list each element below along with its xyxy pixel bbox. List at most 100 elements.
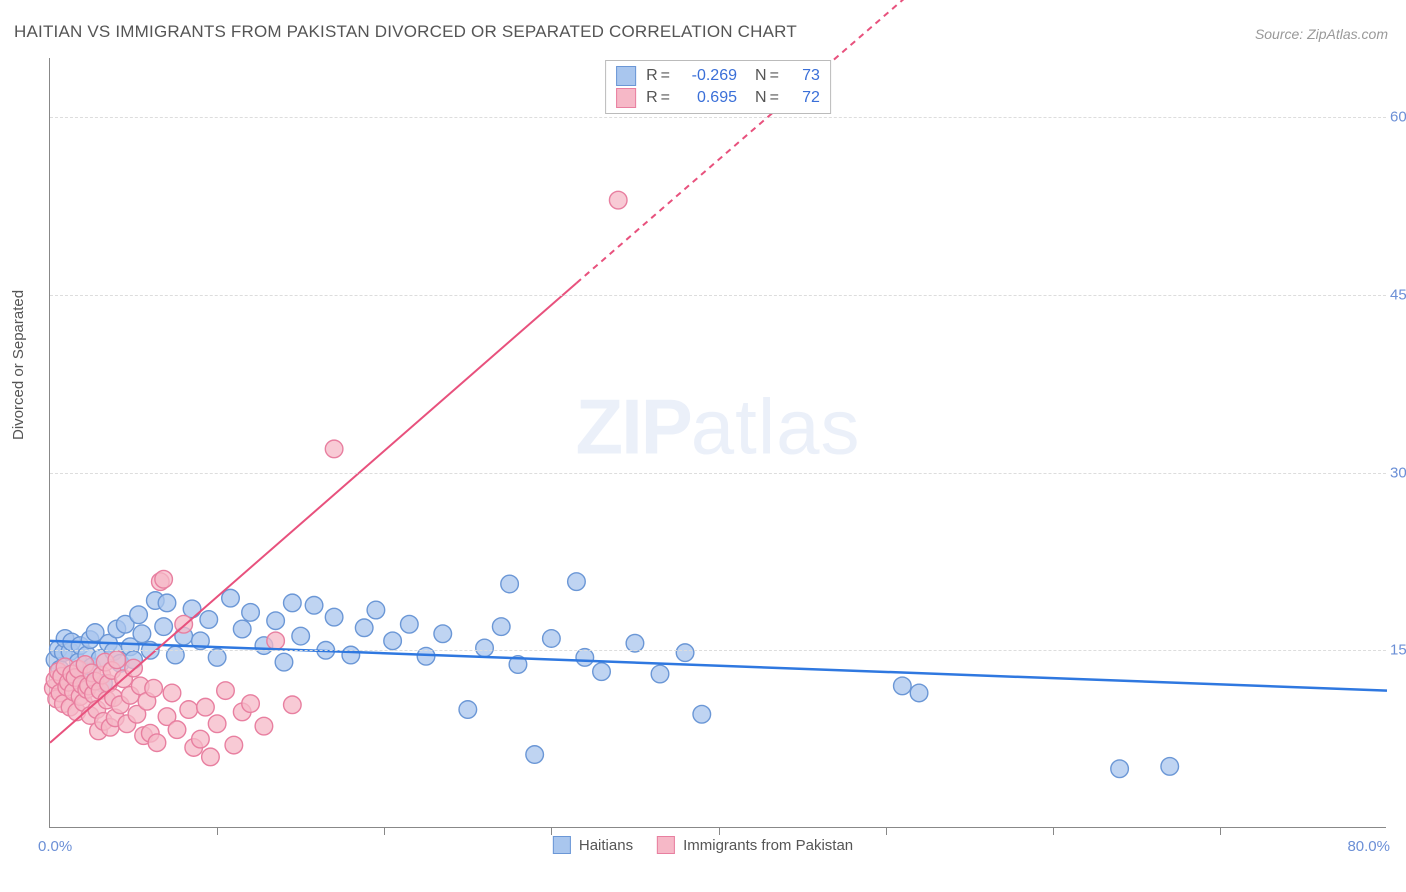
data-point [651, 665, 669, 683]
trend-line-pakistan [50, 283, 576, 743]
data-point [894, 677, 912, 695]
legend-row: R= -0.269 N= 73 [616, 65, 820, 87]
chart-title: HAITIAN VS IMMIGRANTS FROM PAKISTAN DIVO… [14, 22, 797, 42]
data-point [155, 618, 173, 636]
data-point [325, 440, 343, 458]
x-tick [384, 827, 385, 835]
source-label: Source: [1255, 26, 1303, 42]
data-point [355, 619, 373, 637]
data-point [568, 573, 586, 591]
data-point [158, 594, 176, 612]
legend-swatch [616, 88, 636, 108]
legend-label: Haitians [579, 837, 633, 854]
data-point [130, 606, 148, 624]
gridline [50, 650, 1386, 651]
gridline [50, 473, 1386, 474]
data-point [180, 701, 198, 719]
source-name: ZipAtlas.com [1307, 26, 1388, 42]
legend-swatch [616, 66, 636, 86]
data-point [233, 620, 251, 638]
data-point [342, 646, 360, 664]
data-point [168, 721, 186, 739]
data-point [242, 604, 260, 622]
y-axis-title: Divorced or Separated [10, 290, 27, 440]
data-point [910, 684, 928, 702]
legend-n-label: N= [755, 67, 782, 85]
data-point [305, 596, 323, 614]
legend-r-value: -0.269 [683, 67, 737, 85]
chart-svg [50, 58, 1386, 827]
data-point [459, 701, 477, 719]
data-point [593, 663, 611, 681]
data-point [155, 570, 173, 588]
chart-source: Source: ZipAtlas.com [1255, 26, 1388, 42]
data-point [526, 746, 544, 764]
x-tick [719, 827, 720, 835]
data-point [501, 575, 519, 593]
legend-r-value: 0.695 [683, 89, 737, 107]
legend-n-value: 72 [792, 89, 820, 107]
data-point [1161, 758, 1179, 776]
legend-swatch [553, 836, 571, 854]
data-point [163, 684, 181, 702]
legend-item: Immigrants from Pakistan [657, 836, 853, 854]
data-point [148, 734, 166, 752]
gridline [50, 295, 1386, 296]
data-point [492, 618, 510, 636]
data-point [367, 601, 385, 619]
data-point [108, 651, 126, 669]
data-point [242, 695, 260, 713]
legend-swatch [657, 836, 675, 854]
data-point [275, 653, 293, 671]
data-point [543, 630, 561, 648]
x-axis-max-label: 80.0% [1347, 838, 1390, 855]
data-point [1111, 760, 1129, 778]
y-tick-label: 30.0% [1390, 464, 1406, 481]
x-tick [1220, 827, 1221, 835]
data-point [225, 736, 243, 754]
data-point [267, 632, 285, 650]
data-point [384, 632, 402, 650]
x-tick [886, 827, 887, 835]
trend-line-haitians [50, 641, 1387, 691]
data-point [133, 625, 151, 643]
x-axis-min-label: 0.0% [38, 838, 72, 855]
y-tick-label: 45.0% [1390, 286, 1406, 303]
data-point [222, 589, 240, 607]
legend-n-label: N= [755, 89, 782, 107]
data-point [609, 191, 627, 209]
data-point [145, 679, 163, 697]
data-point [693, 705, 711, 723]
legend-n-value: 73 [792, 67, 820, 85]
data-point [217, 682, 235, 700]
trend-line-pakistan-dashed [576, 0, 985, 283]
legend-item: Haitians [553, 836, 633, 854]
data-point [167, 646, 185, 664]
y-tick-label: 60.0% [1390, 109, 1406, 126]
data-point [401, 615, 419, 633]
data-point [284, 696, 302, 714]
legend-label: Immigrants from Pakistan [683, 837, 853, 854]
data-point [208, 715, 226, 733]
data-point [676, 644, 694, 662]
x-tick [217, 827, 218, 835]
data-point [192, 730, 210, 748]
data-point [284, 594, 302, 612]
x-tick [1053, 827, 1054, 835]
gridline [50, 117, 1386, 118]
legend-r-label: R= [646, 67, 673, 85]
y-tick-label: 15.0% [1390, 642, 1406, 659]
data-point [267, 612, 285, 630]
legend-r-label: R= [646, 89, 673, 107]
legend-bottom: Haitians Immigrants from Pakistan [553, 836, 853, 854]
data-point [197, 698, 215, 716]
data-point [434, 625, 452, 643]
plot-area: ZIPatlas R=-0.269N=73R=0.695N=72 15.0%30… [49, 58, 1386, 828]
data-point [200, 611, 218, 629]
data-point [476, 639, 494, 657]
data-point [325, 608, 343, 626]
legend-top: R= -0.269 N= 73 R= 0.695 N= 72 [605, 60, 831, 114]
x-tick [551, 827, 552, 835]
data-point [255, 717, 273, 735]
data-point [202, 748, 220, 766]
